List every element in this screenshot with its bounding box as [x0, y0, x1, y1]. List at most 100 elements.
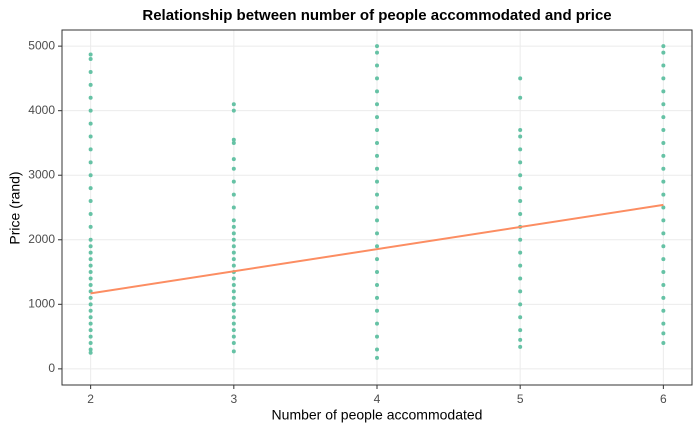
point [518, 289, 523, 294]
point [375, 76, 379, 81]
point [88, 160, 93, 165]
x-tick-label: 3 [230, 392, 237, 406]
y-axis-title: Price (rand) [7, 171, 23, 244]
point [518, 173, 523, 178]
point [231, 231, 236, 236]
point [231, 334, 236, 339]
point [375, 308, 379, 313]
point [231, 108, 236, 113]
point [88, 308, 93, 313]
point [518, 199, 523, 204]
point [375, 231, 379, 236]
point [231, 302, 236, 307]
point [88, 282, 93, 287]
point [231, 244, 236, 249]
point [661, 270, 666, 275]
point [88, 199, 93, 204]
point [231, 218, 236, 223]
point [88, 315, 93, 320]
point [88, 134, 93, 139]
point [231, 140, 236, 145]
point [231, 315, 236, 320]
point [231, 205, 236, 210]
point [661, 205, 666, 210]
point [661, 257, 666, 262]
x-tick-label: 6 [660, 392, 667, 406]
point [375, 89, 379, 94]
point [88, 237, 93, 242]
point [518, 211, 523, 216]
point [661, 282, 666, 287]
point [375, 282, 379, 287]
point [518, 160, 523, 165]
point [88, 321, 93, 326]
point [661, 44, 666, 49]
point [661, 140, 666, 145]
point [231, 282, 236, 287]
point [375, 270, 379, 275]
point [661, 50, 666, 55]
point [88, 250, 93, 255]
point [518, 302, 523, 307]
point [661, 179, 666, 184]
point [88, 95, 93, 100]
point [518, 237, 523, 242]
point [88, 328, 93, 333]
point [88, 270, 93, 275]
y-tick-label: 5000 [28, 38, 55, 52]
point [88, 347, 93, 352]
point [661, 89, 666, 94]
point [518, 95, 523, 100]
point [661, 308, 666, 313]
point [88, 52, 93, 57]
point [231, 308, 236, 313]
point [88, 295, 93, 300]
point [375, 115, 379, 120]
point [231, 166, 236, 171]
point [518, 276, 523, 281]
point [518, 147, 523, 152]
point [88, 257, 93, 262]
point [518, 344, 523, 349]
point [231, 257, 236, 262]
point [661, 76, 666, 81]
point [661, 218, 666, 223]
point [661, 341, 666, 346]
point [661, 331, 666, 336]
point [661, 102, 666, 107]
point [661, 128, 666, 133]
point [88, 173, 93, 178]
point [518, 128, 523, 133]
point [88, 186, 93, 191]
y-tick-label: 2000 [28, 232, 55, 246]
point [231, 137, 236, 142]
point [231, 328, 236, 333]
point [518, 76, 523, 81]
point [88, 224, 93, 229]
point [231, 224, 236, 229]
point [88, 302, 93, 307]
x-axis-title: Number of people accommodated [272, 407, 483, 423]
point [375, 63, 379, 68]
point [661, 192, 666, 197]
x-tick-label: 2 [87, 392, 94, 406]
y-tick-label: 1000 [28, 296, 55, 310]
point [88, 57, 93, 62]
point [88, 147, 93, 152]
point [88, 350, 93, 355]
point [88, 341, 93, 346]
point [375, 50, 379, 55]
point [231, 321, 236, 326]
point [661, 115, 666, 120]
point [231, 349, 236, 354]
chart-title: Relationship between number of people ac… [142, 7, 611, 24]
point [88, 244, 93, 249]
point [661, 231, 666, 236]
point [375, 347, 379, 352]
point [88, 211, 93, 216]
point [88, 82, 93, 87]
point [661, 295, 666, 300]
point [375, 295, 379, 300]
